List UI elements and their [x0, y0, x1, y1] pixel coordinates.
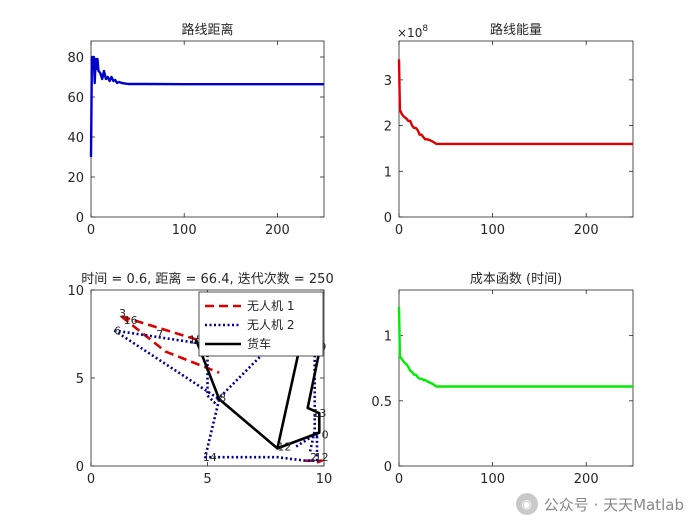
- point-label: 7: [156, 328, 163, 341]
- chart-title: 成本函数 (时间): [470, 272, 562, 287]
- series-line-2: [120, 315, 220, 374]
- chart-title: 路线距离: [181, 22, 233, 38]
- point-label: 2: [310, 451, 317, 464]
- chart-title: 路线能量: [490, 22, 542, 38]
- chart-2: 0 100 200 0 1 2 3 路线能量 ×108: [384, 22, 634, 238]
- watermark: ◉ 公众号 · 天天Matlab: [515, 493, 684, 515]
- y-tick-label: 20: [67, 171, 84, 186]
- legend-entry: 无人机 1: [247, 299, 294, 313]
- y-tick-label: 40: [67, 131, 84, 146]
- x-tick-label: 100: [172, 223, 197, 238]
- y-tick-label: 3: [384, 74, 392, 89]
- y-tick-label: 80: [67, 51, 84, 66]
- y-tick-label: 0: [76, 211, 84, 226]
- y-exponent-label: ×108: [397, 24, 428, 40]
- y-tick-label: 1: [384, 165, 392, 180]
- x-tick-label: 200: [574, 223, 599, 238]
- x-tick-label: 0: [395, 223, 403, 238]
- point-label: 8: [219, 391, 226, 404]
- chart-1: 0 100 200 0 20 40 60 80 路线距离: [67, 22, 325, 238]
- series-line-6: [194, 309, 321, 450]
- x-tick-label: 0: [87, 472, 95, 487]
- series-line-1: [397, 306, 633, 388]
- series-line-3: [305, 459, 324, 464]
- x-tick-label: 10: [316, 472, 333, 487]
- x-tick-label: 100: [480, 223, 505, 238]
- y-tick-label: 10: [67, 284, 84, 299]
- y-tick-label: 0: [76, 460, 84, 475]
- x-tick-label: 5: [203, 472, 211, 487]
- point-label: 1: [315, 451, 322, 464]
- y-tick-label: 1: [384, 330, 392, 345]
- legend: 无人机 1 无人机 2 货车: [198, 291, 324, 357]
- y-tick-label: 5: [76, 372, 84, 387]
- point-label: 16: [124, 314, 138, 327]
- point-label: 12: [277, 441, 291, 454]
- point-label: 0: [322, 428, 329, 441]
- x-tick-label: 200: [265, 223, 290, 238]
- y-tick-label: 0.5: [371, 395, 392, 410]
- x-tick-label: 100: [480, 472, 505, 487]
- plot-area: [398, 40, 634, 218]
- x-tick-label: 0: [395, 472, 403, 487]
- x-tick-label: 200: [574, 472, 599, 487]
- y-exponent-power: 8: [422, 24, 428, 34]
- point-label: 13: [312, 407, 326, 420]
- y-tick-label: 0: [384, 460, 392, 475]
- legend-entry: 无人机 2: [247, 318, 294, 332]
- wechat-icon: ◉: [515, 493, 538, 515]
- series-line-1: [89, 55, 324, 158]
- plot-area: [398, 289, 634, 467]
- series-line-1: [397, 59, 633, 146]
- point-label: 2: [322, 451, 329, 464]
- series-line-4: [114, 300, 317, 453]
- point-label: 14: [203, 451, 217, 464]
- x-tick-label: 0: [87, 223, 95, 238]
- chart-4: 0 100 200 0 0.5 1 成本函数 (时间): [371, 272, 634, 487]
- plot-area: [90, 40, 325, 218]
- y-tick-label: 0: [384, 211, 392, 226]
- point-label: 3: [119, 307, 126, 320]
- watermark-text: 公众号 · 天天Matlab: [543, 495, 684, 514]
- point-label: 6: [114, 324, 121, 337]
- y-tick-label: 2: [384, 120, 392, 135]
- legend-entry: 货车: [247, 336, 271, 351]
- y-tick-label: 60: [67, 91, 84, 106]
- chart-title: 时间 = 0.6, 距离 = 66.4, 迭代次数 = 250: [81, 271, 333, 287]
